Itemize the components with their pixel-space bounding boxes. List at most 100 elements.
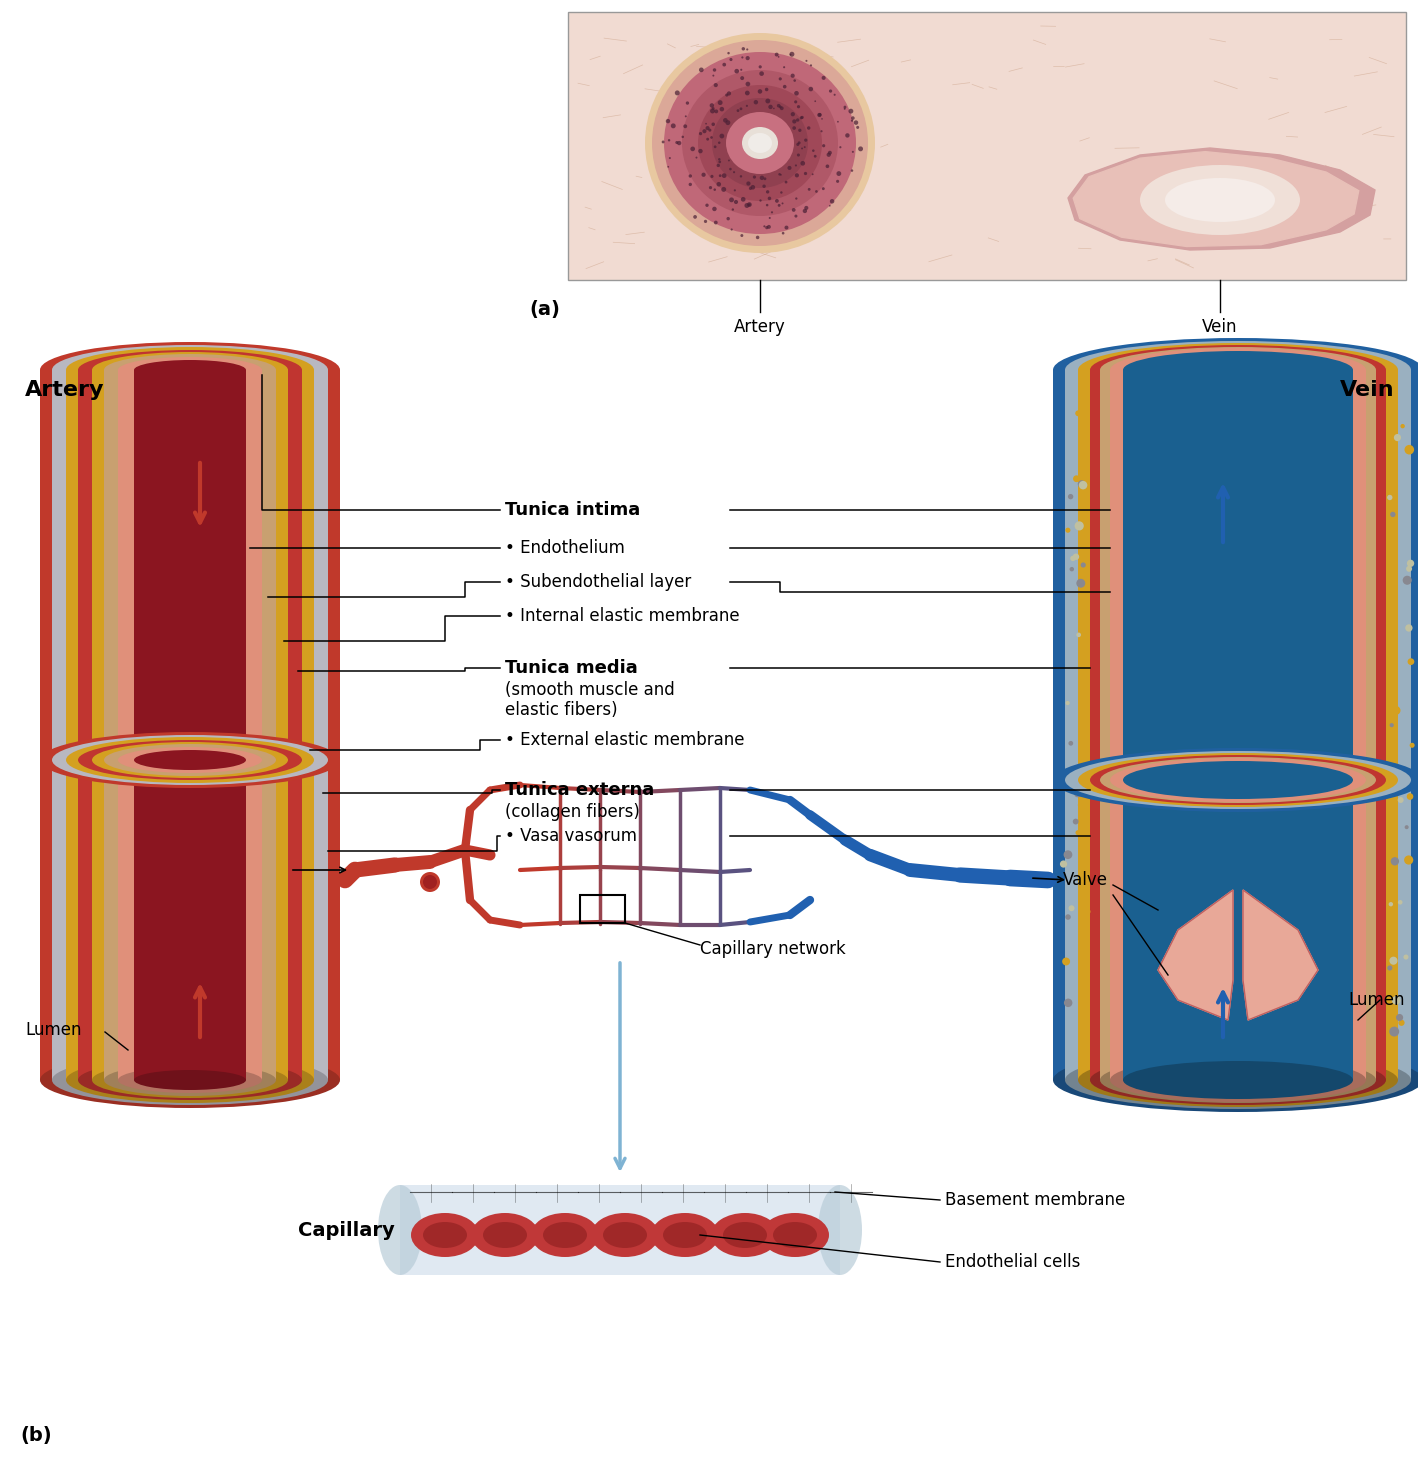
Circle shape <box>795 197 797 200</box>
Circle shape <box>746 82 750 86</box>
Circle shape <box>794 214 797 217</box>
Circle shape <box>830 200 834 204</box>
Text: Tunica intima: Tunica intima <box>505 502 641 519</box>
Circle shape <box>834 93 835 96</box>
Circle shape <box>662 140 665 143</box>
Text: • Subendothelial layer: • Subendothelial layer <box>505 573 691 590</box>
Bar <box>78 760 302 1080</box>
Circle shape <box>740 69 742 71</box>
Circle shape <box>1076 633 1081 637</box>
Circle shape <box>1390 723 1394 728</box>
Circle shape <box>1404 955 1408 959</box>
Circle shape <box>1078 771 1085 777</box>
Bar <box>1100 370 1375 780</box>
Bar <box>92 370 288 760</box>
Circle shape <box>727 159 730 162</box>
Circle shape <box>699 67 703 73</box>
Circle shape <box>784 181 787 184</box>
Bar <box>569 12 1407 280</box>
Circle shape <box>821 118 822 120</box>
Ellipse shape <box>1065 751 1411 809</box>
Bar <box>1123 780 1353 1080</box>
Circle shape <box>699 133 702 136</box>
Circle shape <box>718 101 723 105</box>
Ellipse shape <box>1054 748 1418 812</box>
Bar <box>569 12 1407 280</box>
Text: Tunica media: Tunica media <box>505 659 638 677</box>
Circle shape <box>715 109 718 114</box>
Circle shape <box>804 139 807 141</box>
Circle shape <box>706 137 709 140</box>
Circle shape <box>825 165 830 168</box>
Circle shape <box>740 197 746 201</box>
Text: • Internal elastic membrane: • Internal elastic membrane <box>505 607 740 625</box>
Circle shape <box>821 76 825 80</box>
Circle shape <box>793 127 795 130</box>
Ellipse shape <box>78 741 302 780</box>
Bar <box>1065 780 1411 1080</box>
Circle shape <box>1075 790 1081 798</box>
Circle shape <box>675 90 679 95</box>
Circle shape <box>808 188 811 191</box>
Circle shape <box>683 124 688 128</box>
Ellipse shape <box>92 351 288 388</box>
Circle shape <box>713 83 718 87</box>
Circle shape <box>822 187 825 190</box>
Circle shape <box>808 87 813 92</box>
Circle shape <box>693 214 696 219</box>
Circle shape <box>713 220 718 225</box>
Circle shape <box>669 157 671 159</box>
Ellipse shape <box>1123 761 1353 799</box>
Circle shape <box>1407 793 1414 800</box>
Circle shape <box>851 169 854 172</box>
Ellipse shape <box>104 354 277 386</box>
Circle shape <box>1398 798 1404 803</box>
Circle shape <box>1387 777 1391 781</box>
Bar <box>118 760 262 1080</box>
Bar <box>580 895 625 923</box>
Circle shape <box>767 197 771 200</box>
Text: Artery: Artery <box>735 318 786 335</box>
Ellipse shape <box>411 1213 479 1257</box>
Circle shape <box>798 128 801 133</box>
Circle shape <box>844 105 847 108</box>
Circle shape <box>1069 905 1075 911</box>
Circle shape <box>827 153 831 157</box>
Bar <box>1090 780 1385 1080</box>
Ellipse shape <box>1100 1057 1375 1104</box>
Circle shape <box>749 187 752 190</box>
Text: Vein: Vein <box>1340 381 1395 399</box>
Circle shape <box>1390 1026 1400 1037</box>
Ellipse shape <box>1123 1061 1353 1099</box>
Bar <box>1110 370 1366 780</box>
Text: (collagen fibers): (collagen fibers) <box>505 803 640 821</box>
Circle shape <box>844 108 845 109</box>
Circle shape <box>837 171 841 176</box>
Circle shape <box>713 69 716 71</box>
Text: Basement membrane: Basement membrane <box>944 1191 1126 1209</box>
Circle shape <box>764 87 769 92</box>
Circle shape <box>729 197 735 203</box>
Bar <box>569 12 1407 280</box>
Text: (b): (b) <box>20 1426 51 1445</box>
Circle shape <box>703 220 708 223</box>
Circle shape <box>1076 579 1085 588</box>
Circle shape <box>776 198 778 203</box>
Circle shape <box>1407 560 1414 567</box>
Circle shape <box>759 200 761 201</box>
Circle shape <box>685 115 686 117</box>
Circle shape <box>851 117 855 120</box>
Circle shape <box>793 120 797 124</box>
Ellipse shape <box>133 1070 245 1091</box>
Circle shape <box>767 225 771 229</box>
Circle shape <box>810 64 813 67</box>
Ellipse shape <box>52 346 328 395</box>
Circle shape <box>689 175 692 178</box>
Text: Lumen: Lumen <box>26 1021 81 1040</box>
Circle shape <box>763 178 766 181</box>
Circle shape <box>804 172 807 175</box>
Circle shape <box>705 122 708 124</box>
Circle shape <box>803 208 807 213</box>
Circle shape <box>791 73 794 77</box>
Circle shape <box>780 191 783 194</box>
